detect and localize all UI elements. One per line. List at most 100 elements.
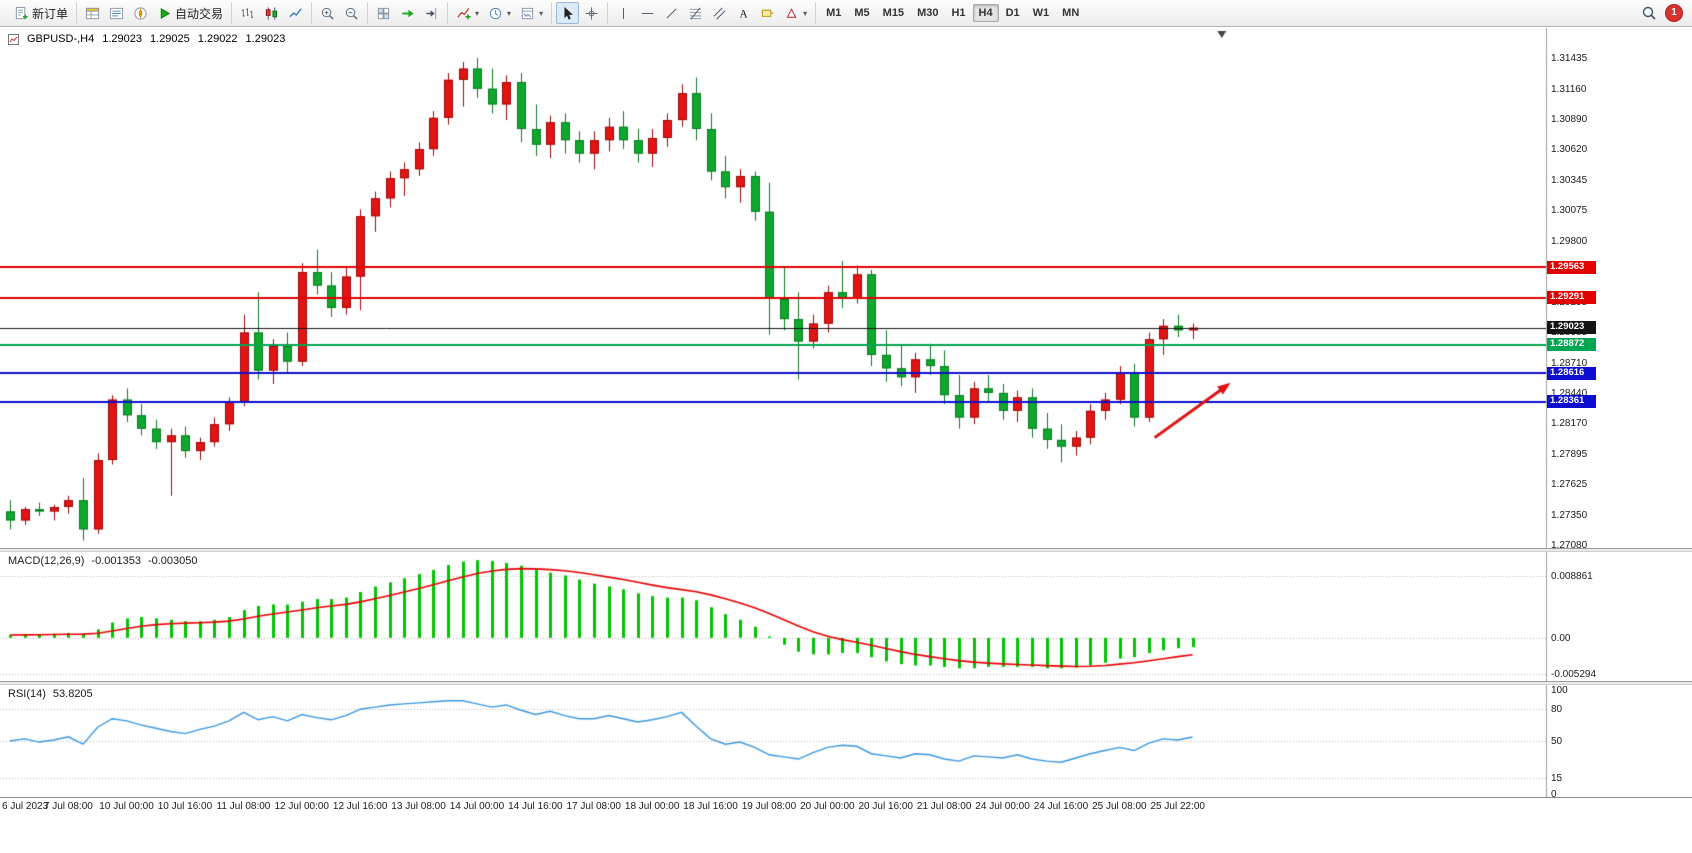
pane-divider[interactable] [0, 681, 1692, 685]
macd-pane: 0.008861 0.00 -0.005294 MACD(12,26,9) -0.0… [0, 552, 1692, 681]
time-axis-label: 12 Jul 16:00 [332, 801, 388, 812]
time-axis-label: 18 Jul 16:00 [683, 801, 738, 812]
svg-text:A: A [740, 8, 749, 20]
toolbar-group-order: 新订单 [6, 2, 78, 24]
zoom-out-icon [344, 6, 359, 21]
horizontal-line-button[interactable] [636, 2, 659, 24]
rsi-title: RSI(14) [8, 688, 46, 700]
time-axis-label: 7 Jul 08:00 [43, 801, 93, 812]
auto-trading-button-label: 自动交易 [175, 6, 224, 21]
time-axis-label: 24 Jul 00:00 [975, 801, 1030, 812]
timeframe-M5[interactable]: M5 [848, 4, 875, 22]
notification-badge[interactable]: 1 [1666, 5, 1682, 21]
tile-windows-button[interactable] [372, 2, 395, 24]
ohlc-high: 1.29025 [150, 33, 190, 45]
vline-icon [616, 6, 631, 21]
rsi-label: RSI(14) 53.8205 [8, 688, 93, 700]
time-axis-label: 19 Jul 08:00 [741, 801, 797, 812]
trendline-button[interactable] [660, 2, 683, 24]
zoom-in-button[interactable] [316, 2, 339, 24]
rsi-value: 53.8205 [52, 688, 93, 700]
auto-trading-button[interactable]: 自动交易 [153, 2, 227, 24]
templates-button[interactable]: ▾ [516, 2, 547, 24]
toolbar-left: 新订单 自动交易 ▾ ▾ ▾ A ▾ M1 M5 M15 M30 H1 H4 D1 W1 MN [6, 0, 1089, 26]
tile-windows-icon [376, 6, 391, 21]
price-line-tag-support[interactable]: 1.28872 [1547, 338, 1596, 352]
crosshair-button[interactable] [580, 2, 603, 24]
caret-down-icon: ▾ [803, 8, 808, 18]
timeframe-M15[interactable]: M15 [877, 4, 910, 22]
channel-button[interactable] [708, 2, 731, 24]
auto-trading-icon [157, 6, 172, 21]
price-line-tag-resistance[interactable]: 1.29563 [1547, 260, 1596, 274]
text-button[interactable]: A [732, 2, 755, 24]
market-watch-button[interactable] [81, 2, 104, 24]
toolbar-group-insert: ▾ ▾ ▾ [448, 2, 553, 24]
market-watch-icon [85, 6, 100, 21]
bar-chart-icon [240, 6, 255, 21]
chart-shift-button[interactable] [420, 2, 443, 24]
data-window-button[interactable] [105, 2, 128, 24]
fibo-icon [688, 6, 703, 21]
zoom-in-icon [320, 6, 335, 21]
new-order-icon [14, 6, 29, 21]
timeframe-MN[interactable]: MN [1056, 4, 1085, 22]
time-axis-label: 20 Jul 00:00 [800, 801, 855, 812]
macd-canvas[interactable] [0, 552, 1692, 681]
hline-icon [640, 6, 655, 21]
timeframe-W1[interactable]: W1 [1027, 4, 1056, 22]
time-axis[interactable]: 6 Jul 2023 7 Jul 08:00 10 Jul 00:00 10 Jul … [0, 797, 1692, 814]
crosshair-icon [584, 6, 599, 21]
price-line-tag-support[interactable]: 1.28616 [1547, 366, 1596, 380]
line-chart-button[interactable] [284, 2, 307, 24]
timeframe-H4[interactable]: H4 [972, 4, 999, 22]
navigator-icon [133, 6, 148, 21]
auto-scroll-button[interactable] [396, 2, 419, 24]
toolbar-group-draw: A ▾ [608, 2, 817, 24]
shapes-button[interactable]: ▾ [780, 2, 811, 24]
caret-down-icon: ▾ [539, 8, 544, 18]
indicators-button[interactable]: ▾ [452, 2, 483, 24]
chart-icon [8, 33, 19, 45]
timeframe-M30[interactable]: M30 [911, 4, 944, 22]
navigator-button[interactable] [129, 2, 152, 24]
toolbar: 新订单 自动交易 ▾ ▾ ▾ A ▾ M1 M5 M15 M30 H1 H4 D1 W1 MN 1 [0, 0, 1692, 27]
timeframe-M1[interactable]: M1 [820, 4, 847, 22]
time-axis-label: 18 Jul 00:00 [624, 801, 680, 812]
bar-chart-button[interactable] [236, 2, 259, 24]
zoom-out-button[interactable] [340, 2, 363, 24]
cursor-icon [560, 6, 575, 21]
time-axis-label: 14 Jul 16:00 [508, 801, 563, 812]
pane-divider[interactable] [0, 548, 1692, 552]
price-line-tag-resistance[interactable]: 1.29291 [1547, 291, 1596, 305]
search-icon[interactable] [1641, 5, 1657, 21]
cursor-button[interactable] [556, 2, 580, 24]
price-line-tag-support[interactable]: 1.28361 [1547, 395, 1596, 409]
time-axis-label: 13 Jul 08:00 [391, 801, 446, 812]
macd-signal-value: -0.003050 [147, 555, 198, 567]
periods-button[interactable]: ▾ [484, 2, 515, 24]
timeframe-H1[interactable]: H1 [945, 4, 971, 22]
vertical-line-button[interactable] [612, 2, 635, 24]
shapes-icon [784, 6, 799, 21]
main-chart-canvas[interactable] [0, 28, 1692, 548]
auto-scroll-icon [400, 6, 415, 21]
price-line-tag-bid-line[interactable]: 1.29023 [1547, 321, 1596, 335]
channel-icon [712, 6, 727, 21]
time-axis-label: 11 Jul 08:00 [216, 801, 271, 812]
macd-title: MACD(12,26,9) [8, 555, 85, 567]
periods-icon [488, 6, 503, 21]
label-button[interactable] [756, 2, 779, 24]
new-order-button-label: 新订单 [32, 6, 69, 21]
rsi-pane: 100 80 50 15 0 RSI(14) 53.8205 [0, 685, 1692, 797]
chart-shift-icon [424, 6, 439, 21]
rsi-canvas[interactable] [0, 685, 1692, 797]
fibonacci-button[interactable] [684, 2, 707, 24]
new-order-button[interactable]: 新订单 [10, 2, 72, 24]
time-axis-label: 6 Jul 2023 [2, 801, 49, 812]
candle-chart-button[interactable] [260, 2, 283, 24]
timeframe-D1[interactable]: D1 [1000, 4, 1026, 22]
caret-down-icon: ▾ [507, 8, 512, 18]
ohlc-close: 1.29023 [245, 33, 286, 45]
